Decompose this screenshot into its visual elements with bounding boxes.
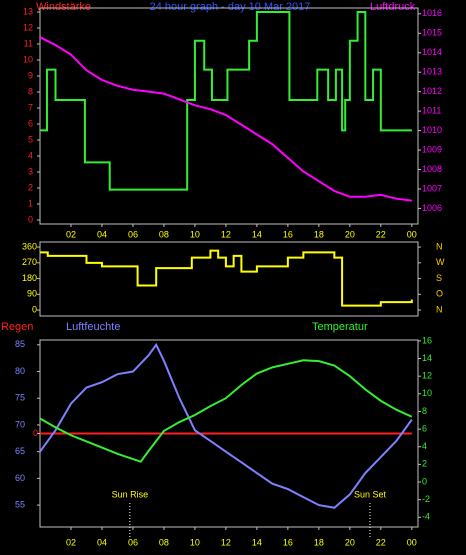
tick-label: 1006 bbox=[422, 203, 442, 213]
tick-label: 1016 bbox=[422, 8, 442, 18]
tick-label: 55 bbox=[15, 499, 25, 509]
tick-label: 14 bbox=[422, 353, 432, 363]
tick-label: 1011 bbox=[422, 106, 441, 116]
tick-label: 75 bbox=[15, 393, 25, 403]
x-tick-label: 06 bbox=[128, 229, 138, 239]
x-tick-label: 16 bbox=[283, 537, 293, 547]
tick-label: 80 bbox=[15, 366, 25, 376]
x-tick-label: 02 bbox=[66, 229, 76, 239]
y2-axis-label: Temperatur bbox=[312, 321, 368, 333]
x-tick-label: 08 bbox=[159, 537, 169, 547]
tick-label: N bbox=[436, 241, 443, 251]
tick-label: 1007 bbox=[422, 183, 442, 193]
x-tick-label: 20 bbox=[345, 229, 355, 239]
x-tick-label: 14 bbox=[252, 229, 262, 239]
tick-label: 90 bbox=[27, 289, 37, 299]
x-tick-label: 18 bbox=[314, 229, 324, 239]
tick-label: 65 bbox=[15, 446, 25, 456]
tick-label: O bbox=[436, 289, 443, 299]
tick-label: 10 bbox=[422, 388, 432, 398]
tick-label: 0 bbox=[422, 476, 427, 486]
series-line bbox=[39, 342, 413, 509]
x-tick-label: 10 bbox=[190, 537, 200, 547]
tick-label: 3 bbox=[28, 166, 33, 176]
tick-label: S bbox=[436, 273, 442, 283]
chart-title: 24 hour graph - day 10 Mar 2017 bbox=[150, 1, 311, 13]
tick-label: 70 bbox=[15, 419, 25, 429]
annotation: Sun Rise bbox=[112, 489, 149, 499]
tick-label: 180 bbox=[22, 273, 37, 283]
tick-label: 8 bbox=[28, 86, 33, 96]
x-tick-label: 12 bbox=[221, 537, 231, 547]
tick-label: 4 bbox=[422, 441, 427, 451]
x-tick-label: 04 bbox=[97, 537, 107, 547]
tick-label: 7 bbox=[28, 102, 33, 112]
tick-label: 10 bbox=[23, 54, 33, 64]
tick-label: 1010 bbox=[422, 125, 442, 135]
tick-label: 1008 bbox=[422, 164, 442, 174]
x-tick-label: 08 bbox=[159, 229, 169, 239]
tick-label: W bbox=[436, 257, 445, 267]
tick-label: -4 bbox=[422, 512, 430, 522]
tick-label: 4 bbox=[28, 150, 33, 160]
x-tick-label: 12 bbox=[221, 229, 231, 239]
x-tick-label: 22 bbox=[376, 537, 386, 547]
y-axis-label: Windstärke bbox=[36, 1, 91, 13]
tick-label: 0 bbox=[32, 304, 37, 314]
tick-label: 270 bbox=[22, 257, 37, 267]
tick-label: 12 bbox=[23, 22, 33, 32]
tick-label: 85 bbox=[15, 339, 25, 349]
tick-label: 1012 bbox=[422, 86, 442, 96]
x-tick-label: 04 bbox=[97, 229, 107, 239]
x-tick-label: 10 bbox=[190, 229, 200, 239]
tick-label: 8 bbox=[422, 406, 427, 416]
series-line bbox=[40, 249, 413, 307]
x-tick-label: 00 bbox=[407, 537, 417, 547]
tick-label: 13 bbox=[23, 6, 33, 16]
x-tick-label: 06 bbox=[128, 537, 138, 547]
tick-label: 16 bbox=[422, 335, 432, 345]
tick-label: 1014 bbox=[422, 47, 442, 57]
x-tick-label: 00 bbox=[407, 229, 417, 239]
tick-label: 2 bbox=[28, 182, 33, 192]
tick-label: 1013 bbox=[422, 67, 442, 77]
tick-label: 1 bbox=[28, 198, 33, 208]
tick-label: 0 bbox=[33, 428, 38, 438]
plot-frame bbox=[39, 7, 419, 225]
x-tick-label: 14 bbox=[252, 537, 262, 547]
tick-label: N bbox=[436, 304, 443, 314]
x-tick-label: 22 bbox=[376, 229, 386, 239]
series-line bbox=[40, 11, 412, 191]
annotation: Sun Set bbox=[354, 489, 387, 499]
tick-label: 11 bbox=[24, 38, 33, 48]
tick-label: 1009 bbox=[422, 144, 442, 154]
tick-label: 360 bbox=[22, 241, 37, 251]
tick-label: 2 bbox=[422, 459, 427, 469]
tick-label: -2 bbox=[422, 494, 430, 504]
series-line bbox=[39, 359, 413, 463]
tick-label: 6 bbox=[422, 423, 427, 433]
y2-axis-label: Luftdruck bbox=[370, 1, 416, 13]
tick-label: 0 bbox=[28, 214, 33, 224]
series-line bbox=[39, 36, 412, 202]
tick-label: 6 bbox=[28, 118, 33, 128]
tick-label: 9 bbox=[28, 70, 33, 80]
x-tick-label: 02 bbox=[66, 537, 76, 547]
rain-axis-label: Regen bbox=[1, 321, 33, 333]
tick-label: 12 bbox=[422, 371, 432, 381]
tick-label: 1015 bbox=[422, 28, 442, 38]
tick-label: 60 bbox=[15, 473, 25, 483]
y-axis-label: Luftfeuchte bbox=[66, 321, 120, 333]
tick-label: 5 bbox=[28, 134, 33, 144]
x-tick-label: 20 bbox=[345, 537, 355, 547]
x-tick-label: 16 bbox=[283, 229, 293, 239]
x-tick-label: 18 bbox=[314, 537, 324, 547]
